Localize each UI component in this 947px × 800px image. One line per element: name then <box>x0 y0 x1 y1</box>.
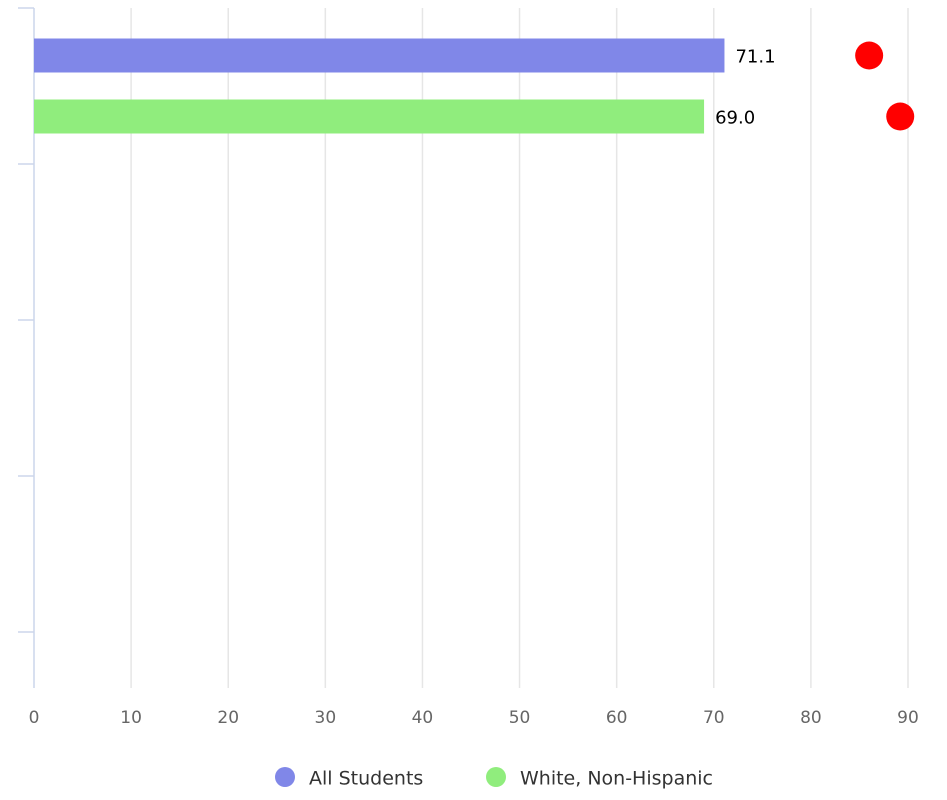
x-tick-label: 50 <box>509 708 531 728</box>
x-tick-label: 80 <box>800 708 822 728</box>
x-tick-label: 60 <box>606 708 628 728</box>
x-tick-label: 40 <box>412 708 434 728</box>
x-tick-label: 10 <box>120 708 142 728</box>
legend-symbol <box>275 767 295 787</box>
target-marker <box>886 102 915 131</box>
target-marker <box>855 41 884 70</box>
bar <box>34 38 725 73</box>
x-tick-label: 20 <box>217 708 239 728</box>
x-tick-label: 30 <box>315 708 337 728</box>
legend-symbol <box>486 767 506 787</box>
data-label: 71.1 <box>735 47 775 68</box>
legend-label[interactable]: White, Non-Hispanic <box>520 768 713 790</box>
bar <box>34 99 705 134</box>
data-label: 69.0 <box>715 108 755 129</box>
x-tick-label: 90 <box>897 708 919 728</box>
x-tick-label: 70 <box>703 708 725 728</box>
x-tick-label: 0 <box>29 708 40 728</box>
legend-label[interactable]: All Students <box>309 768 423 790</box>
